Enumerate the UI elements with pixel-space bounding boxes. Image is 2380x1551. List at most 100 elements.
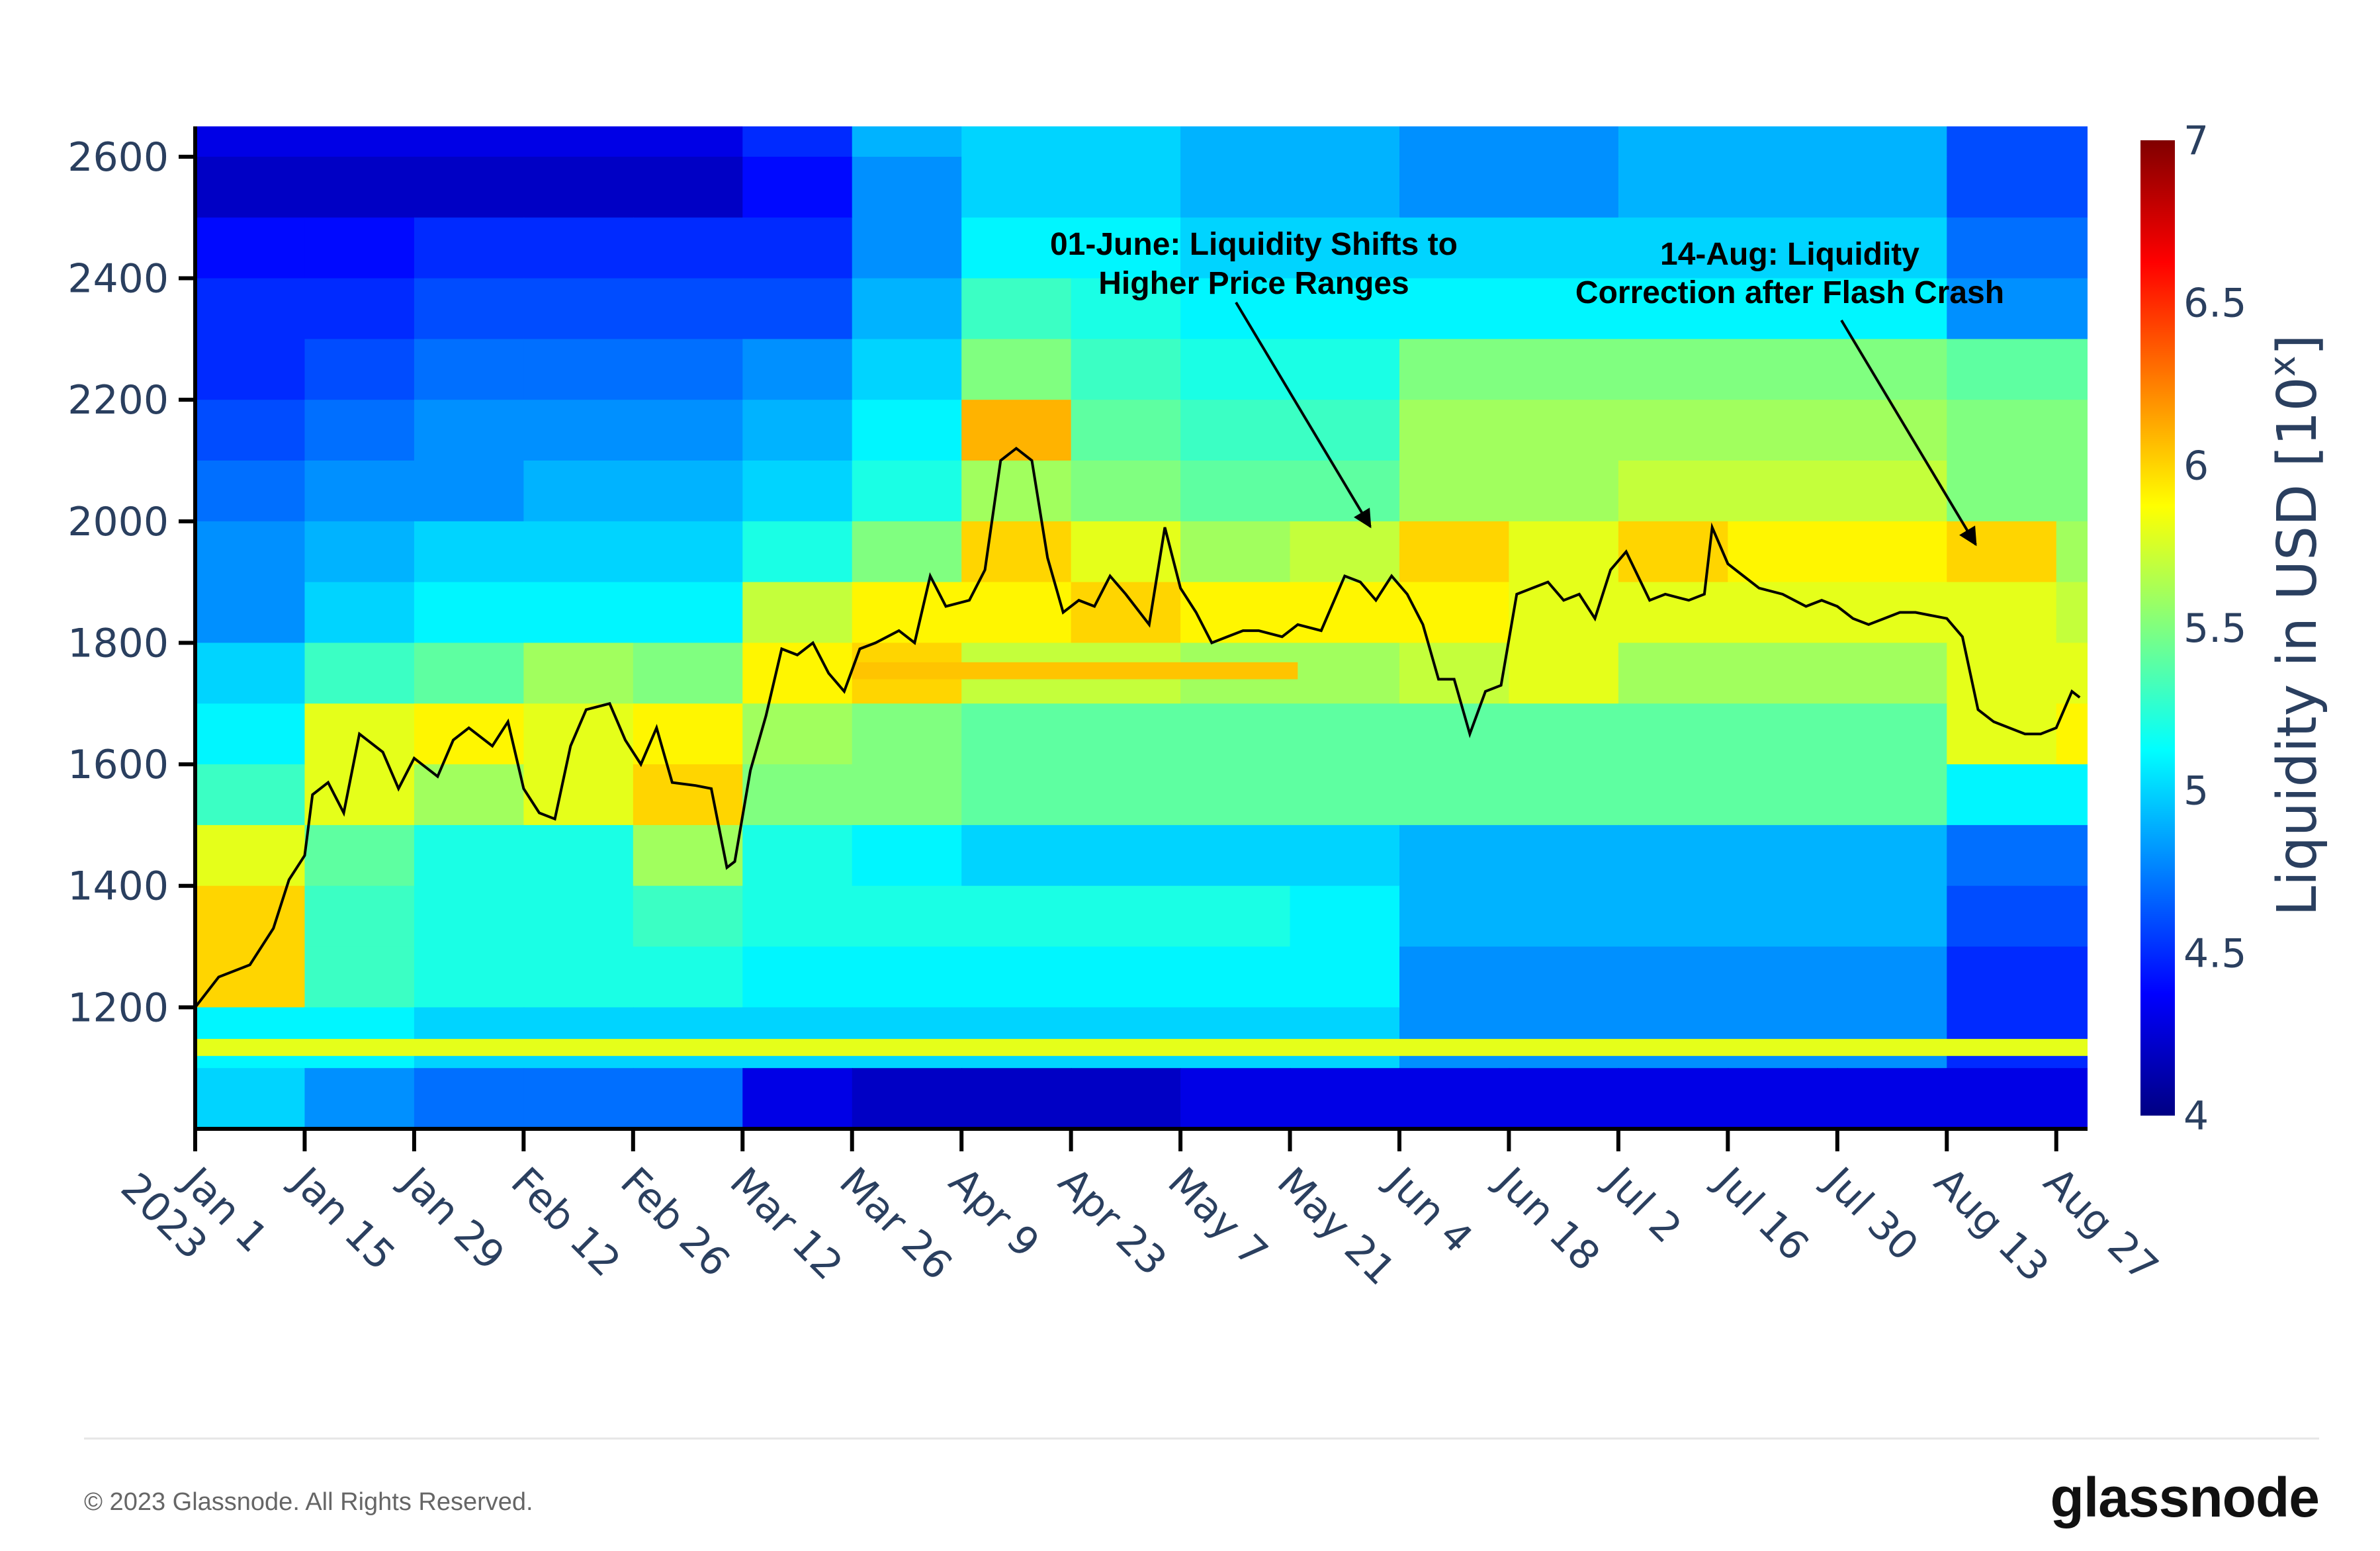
heatmap-cell: [742, 400, 853, 461]
x-tick-label-line: Apr 9: [940, 1159, 1048, 1266]
heatmap-cell: [414, 521, 525, 583]
heatmap-cell: [742, 885, 853, 948]
heatmap-cell: [304, 764, 415, 826]
heatmap-cell: [961, 156, 1072, 218]
heatmap-cell: [1290, 339, 1400, 401]
heatmap-cell: [961, 339, 1072, 401]
heatmap-cell: [742, 1007, 853, 1069]
x-tick-label-line: May 7: [1159, 1159, 1276, 1276]
heatmap-cell: [852, 461, 963, 522]
heatmap-cell: [1509, 278, 1619, 340]
heatmap-cell: [304, 156, 415, 218]
heatmap-cell: [414, 156, 525, 218]
heatmap-cell: [1837, 1068, 1948, 1129]
heatmap-cell: [633, 126, 744, 157]
heatmap-cell: [1071, 278, 1182, 340]
y-axis-ticks: 1200 1400 1600 1800 2000 2200 2400 2600: [67, 134, 195, 1031]
heatmap-cell: [742, 521, 853, 583]
heatmap-cell: [961, 703, 1072, 766]
heatmap-cell: [523, 824, 634, 887]
heatmap-cell: [1399, 703, 1510, 766]
heatmap-cell: [961, 1068, 1072, 1129]
x-tick-label-line: Jun 18: [1485, 1157, 1609, 1280]
heatmap-cell: [195, 946, 306, 1008]
annotation-june-line1: 01-June: Liquidity Shifts to: [1050, 227, 1458, 262]
heatmap-cell: [1180, 885, 1291, 948]
heatmap-cell: [1837, 764, 1948, 826]
heatmap-cell: [414, 582, 525, 644]
heatmap-cell: [742, 764, 853, 826]
heatmap-cell: [1947, 278, 2057, 340]
x-tick-label-line: May 21: [1268, 1159, 1404, 1294]
heatmap-cell: [1837, 156, 1948, 218]
heatmap-cell: [1290, 643, 1400, 705]
heatmap-cell: [1399, 946, 1510, 1008]
price-line: [195, 447, 2081, 1008]
heatmap-cell: [1728, 339, 1838, 401]
heatmap-cell: [414, 339, 525, 401]
heatmap-cell: [961, 400, 1072, 461]
heatmap-cell: [523, 156, 634, 218]
heatmap-cell: [1947, 885, 2057, 948]
heatmap-cell: [1071, 1007, 1182, 1069]
glassnode-logo[interactable]: glassnode: [2050, 1466, 2320, 1529]
heatmap-cell: [1180, 217, 1291, 279]
heatmap-cell: [1728, 400, 1838, 461]
colorbar-title: Liquidity in USD [10x]: [2262, 334, 2329, 916]
heatmap-cell: [1290, 764, 1400, 826]
heatmap-cell: [1618, 582, 1729, 644]
heatmap-cell: [1071, 339, 1182, 401]
heatmap-cell: [742, 643, 853, 705]
heatmap-cell: [1071, 1068, 1182, 1129]
heatmap-cell: [2056, 156, 2088, 218]
heatmap-cell: [1947, 824, 2057, 887]
heatmap-cell: [1071, 461, 1182, 522]
x-tick-label-line: Jul 30: [1814, 1157, 1927, 1270]
heatmap-cell: [2056, 278, 2088, 340]
heatmap-cell: [195, 339, 306, 401]
heatmap-cell: [2056, 643, 2088, 705]
heatmap-cell: [523, 946, 634, 1008]
heatmap-cell: [1728, 461, 1838, 522]
x-tick-label: Apr 23: [1049, 1159, 1175, 1284]
x-tick-label-line: Feb 12: [502, 1159, 629, 1286]
x-tick-label-line: Jul 16: [1704, 1157, 1818, 1270]
x-tick-label: Aug 13: [1925, 1159, 2058, 1291]
y-tick-label: 2000: [67, 499, 169, 545]
heatmap-cell: [633, 582, 744, 644]
y-tick-label: 1800: [67, 620, 169, 666]
colorbar-tick-label: 4: [2183, 1093, 2209, 1139]
annotation-aug-arrow: [1840, 319, 1977, 547]
heatmap-cell: [1837, 1007, 1948, 1069]
heatmap-cell: [1399, 885, 1510, 948]
heatmap-cell: [1728, 885, 1838, 948]
heatmap-cell: [1947, 582, 2057, 644]
heatmap-cell: [1399, 400, 1510, 461]
heatmap-cell: [523, 278, 634, 340]
heatmap-cell: [1618, 156, 1729, 218]
heatmap-cell: [523, 126, 634, 157]
heatmap-cell: [1837, 217, 1948, 279]
heatmap-cell: [852, 764, 963, 826]
heatmap-cell: [742, 278, 853, 340]
copyright-text: © 2023 Glassnode. All Rights Reserved.: [84, 1488, 533, 1516]
y-tick-label: 2600: [67, 134, 169, 181]
heatmap-cell: [1837, 946, 1948, 1008]
heatmap-cell: [961, 824, 1072, 887]
heatmap-cell: [1399, 1007, 1510, 1069]
heatmap-cell: [1728, 1068, 1838, 1129]
heatmap-cell: [633, 217, 744, 279]
y-tick-label: 2200: [67, 377, 169, 423]
heatmap-cell: [414, 278, 525, 340]
heatmap-cell: [304, 582, 415, 644]
x-tick-label: Feb 12: [502, 1159, 629, 1286]
x-tick-label-line: Aug 13: [1925, 1159, 2058, 1291]
heatmap-cell: [742, 126, 853, 157]
heatmap-cell: [633, 1068, 744, 1129]
heatmap-cell: [961, 461, 1072, 522]
heatmap-cell: [1618, 824, 1729, 887]
heatmap-cell: [633, 156, 744, 218]
heatmap-cell: [1509, 400, 1619, 461]
heatmap-cell: [1837, 461, 1948, 522]
